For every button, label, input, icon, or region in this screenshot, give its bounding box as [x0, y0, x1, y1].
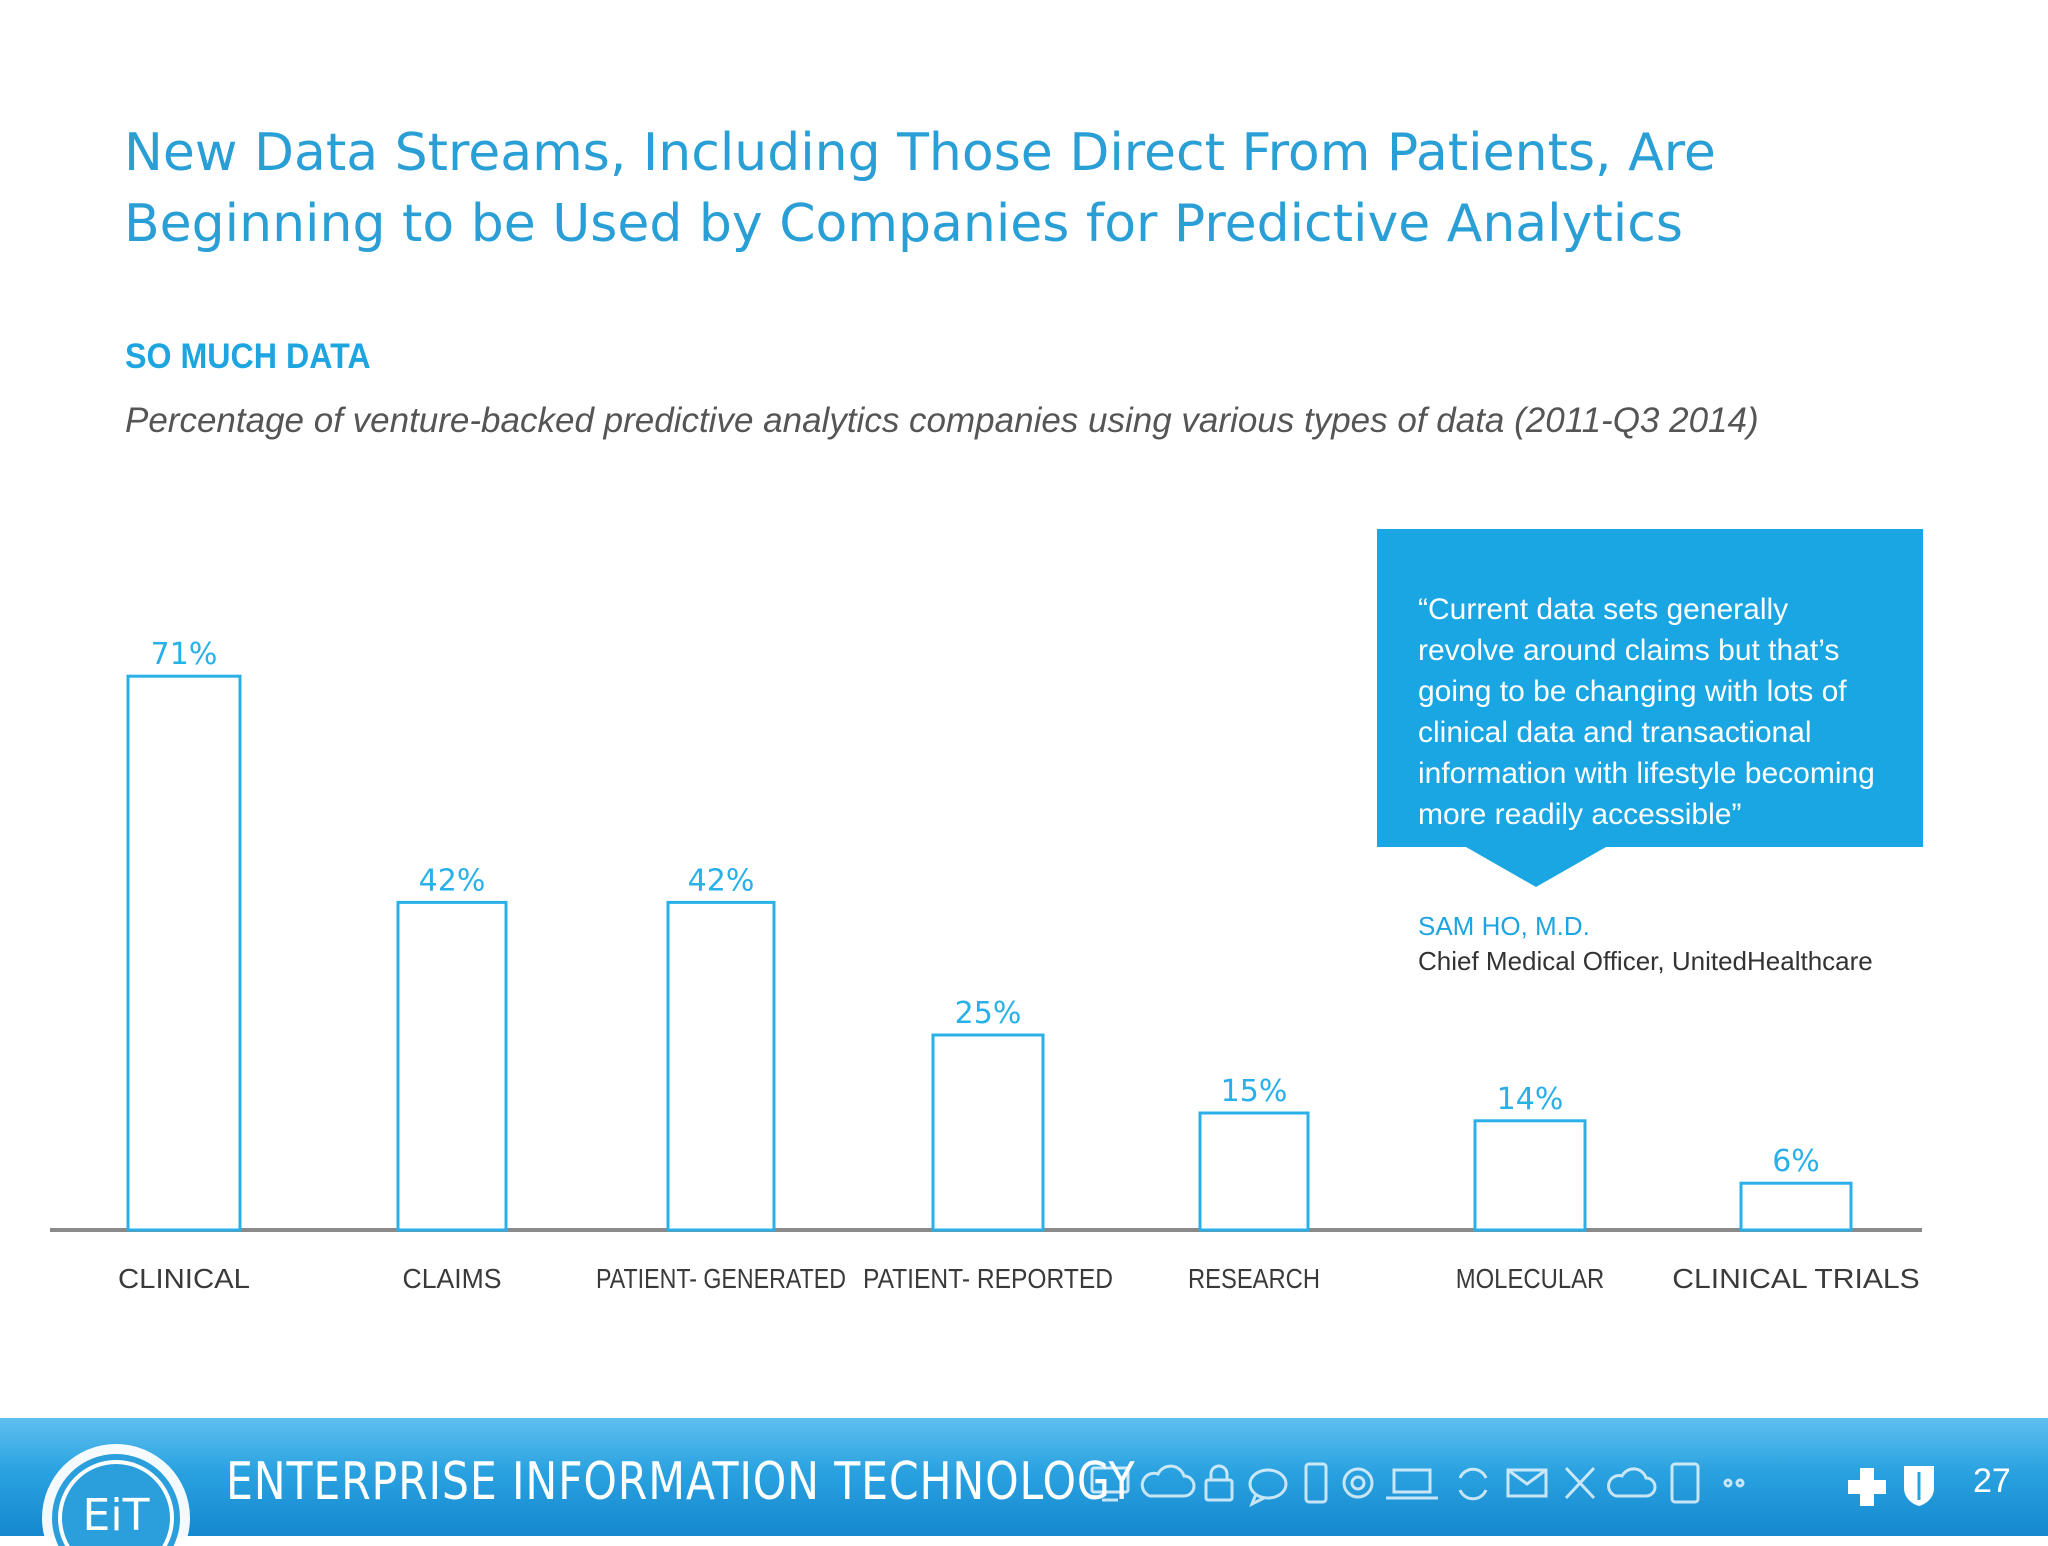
bar-clinical	[126, 674, 242, 1232]
bar-value-label: 25%	[955, 996, 1022, 1031]
category-label: MOLECULAR	[1456, 1263, 1605, 1294]
bar-chart: 71% CLINICAL 42% CLAIMS 42% PATIENT- GENERATE…	[50, 637, 1922, 1294]
slide-title: New Data Streams, Including Those Direct…	[124, 123, 1716, 254]
laptop-icon	[1386, 1468, 1438, 1500]
more-icon	[1723, 1478, 1745, 1488]
eit-logo-text: EiT	[83, 1490, 150, 1541]
quote-text: “Current data sets generally revolve aro…	[1418, 593, 1875, 831]
tools-icon	[1564, 1466, 1596, 1500]
eit-logo: EiT	[42, 1444, 190, 1546]
bar-value-label: 14%	[1497, 1082, 1564, 1117]
category-label: PATIENT- REPORTED	[863, 1263, 1113, 1294]
chart-subtitle: Percentage of venture-backed predictive …	[125, 401, 1759, 440]
bar-claims	[396, 900, 508, 1232]
bar-research	[1198, 1111, 1310, 1232]
bar-value-label: 42%	[419, 863, 486, 898]
category-label: PATIENT- GENERATED	[596, 1263, 846, 1294]
bar-molecular	[1473, 1119, 1587, 1232]
bar-clinical-trials	[1739, 1181, 1853, 1232]
bar-value-label: 42%	[688, 863, 755, 898]
footer-icon-strip	[1090, 1462, 1745, 1508]
gear-icon	[1342, 1467, 1374, 1499]
blue-cross-blue-shield-logo	[1848, 1466, 1934, 1506]
cloud-icon	[1140, 1464, 1196, 1498]
cloud-outline-icon	[1607, 1467, 1657, 1498]
category-label: CLINICAL TRIALS	[1672, 1263, 1920, 1294]
lock-icon	[1204, 1464, 1234, 1502]
bar-value-label: 6%	[1772, 1144, 1820, 1179]
phone-icon	[1304, 1462, 1328, 1504]
quote-author-role: Chief Medical Officer, UnitedHealthcare	[1418, 946, 1873, 976]
monitor-icon	[1090, 1466, 1130, 1502]
bar-value-label: 15%	[1221, 1074, 1288, 1109]
page-number: 27	[1973, 1462, 2011, 1500]
sync-icon	[1458, 1467, 1488, 1501]
category-label: CLINICAL	[118, 1263, 250, 1294]
footer-title: ENTERPRISE INFORMATION TECHNOLOGY	[226, 1452, 1136, 1512]
category-label: CLAIMS	[403, 1263, 502, 1294]
quote-callout: “Current data sets generally revolve aro…	[1377, 529, 1923, 847]
bar-patient-generated	[666, 900, 776, 1232]
mail-icon	[1506, 1468, 1548, 1498]
category-label: RESEARCH	[1188, 1263, 1320, 1294]
bar-patient-reported	[931, 1033, 1045, 1232]
footer-bar	[0, 1418, 2048, 1536]
bar-value-label: 71%	[151, 637, 218, 672]
quote-author: SAM HO, M.D.	[1418, 911, 1590, 941]
section-label: SO MUCH DATA	[125, 337, 371, 376]
chat-icon	[1248, 1468, 1288, 1508]
quote-pointer	[1466, 847, 1606, 887]
tablet-icon	[1670, 1462, 1700, 1504]
